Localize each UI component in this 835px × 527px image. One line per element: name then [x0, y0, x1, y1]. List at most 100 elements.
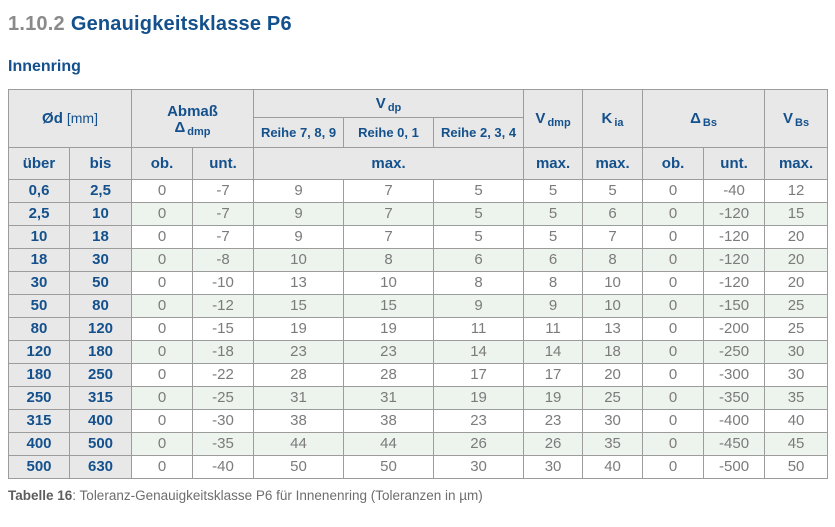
header-delta-bs: Δ Bs: [642, 89, 766, 148]
tolerance-value-cell: -12: [192, 294, 255, 318]
tolerance-value-cell: 0: [131, 386, 194, 410]
tolerance-value-cell: 44: [343, 432, 435, 456]
diameter-range-cell: 400: [8, 432, 70, 456]
tolerance-value-cell: 40: [764, 409, 829, 433]
tolerance-value-cell: -18: [192, 340, 255, 364]
tolerance-value-cell: 23: [343, 340, 435, 364]
tolerance-value-cell: -25: [192, 386, 255, 410]
tolerance-value-cell: 35: [582, 432, 644, 456]
tolerance-value-cell: 19: [253, 317, 345, 341]
tolerance-value-cell: 0: [131, 248, 194, 272]
tolerance-value-cell: 5: [523, 179, 584, 203]
tolerance-value-cell: 50: [343, 455, 435, 479]
subheader-ob-bs: ob.: [642, 147, 705, 180]
diameter-unit: [mm]: [66, 110, 98, 126]
tolerance-value-cell: 14: [433, 340, 525, 364]
header-diameter: Ød [mm]: [7, 89, 133, 148]
tolerance-value-cell: 31: [253, 386, 345, 410]
tolerance-value-cell: 30: [433, 455, 525, 479]
diameter-range-cell: 250: [68, 363, 133, 387]
tolerance-value-cell: -10: [192, 271, 255, 295]
tolerance-value-cell: 30: [523, 455, 584, 479]
tolerance-value-cell: 9: [523, 294, 584, 318]
diameter-range-cell: 120: [8, 340, 70, 364]
tolerance-value-cell: 0: [642, 363, 705, 387]
tolerance-value-cell: 5: [523, 225, 584, 249]
table-row: 80 120 0 -15 19 19 11 11 13 0 -200 25: [8, 317, 829, 341]
table-row: 0,6 2,5 0 -7 9 7 5 5 5 0 -40 12: [8, 179, 829, 203]
diameter-range-cell: 120: [68, 317, 133, 341]
table-caption: Tabelle 16: Toleranz-Genauigkeitsklasse …: [8, 487, 827, 505]
tolerance-value-cell: 7: [343, 179, 435, 203]
tolerance-value-cell: -120: [703, 225, 766, 249]
tolerance-value-cell: 18: [582, 340, 644, 364]
diameter-range-cell: 400: [68, 409, 133, 433]
header-vbs: V Bs: [764, 89, 829, 148]
tolerance-value-cell: -500: [703, 455, 766, 479]
tolerance-value-cell: 0: [131, 317, 194, 341]
tolerance-value-cell: -8: [192, 248, 255, 272]
tolerance-value-cell: 0: [131, 409, 194, 433]
tolerance-value-cell: 30: [764, 340, 829, 364]
section-number: 1.10.2: [8, 13, 65, 35]
tolerance-value-cell: -300: [703, 363, 766, 387]
tolerance-value-cell: 17: [523, 363, 584, 387]
tolerance-value-cell: 25: [764, 317, 829, 341]
tolerance-value-cell: 0: [642, 202, 705, 226]
tolerance-value-cell: 10: [582, 294, 644, 318]
tolerance-value-cell: 0: [131, 202, 194, 226]
tolerance-value-cell: 31: [343, 386, 435, 410]
tolerance-value-cell: 23: [433, 409, 525, 433]
tolerance-value-cell: 10: [582, 271, 644, 295]
tolerance-value-cell: 14: [523, 340, 584, 364]
diameter-range-cell: 315: [8, 409, 70, 433]
tolerance-value-cell: 9: [253, 179, 345, 203]
table-row: 250 315 0 -25 31 31 19 19 25 0 -350 35: [8, 386, 829, 410]
tolerance-value-cell: 20: [582, 363, 644, 387]
tolerance-value-cell: 11: [523, 317, 584, 341]
diameter-range-cell: 2,5: [8, 202, 70, 226]
tolerance-value-cell: 20: [764, 271, 829, 295]
tolerance-value-cell: 9: [433, 294, 525, 318]
table-row: 2,5 10 0 -7 9 7 5 5 6 0 -120 15: [8, 202, 829, 226]
subheader-unt: unt.: [192, 147, 255, 180]
tolerance-value-cell: 25: [582, 386, 644, 410]
tolerance-value-cell: 23: [253, 340, 345, 364]
tolerance-value-cell: 0: [131, 225, 194, 249]
tolerance-value-cell: 7: [343, 202, 435, 226]
subheader-bis: bis: [68, 147, 133, 180]
table-row: 180 250 0 -22 28 28 17 17 20 0 -300 30: [8, 363, 829, 387]
tolerance-value-cell: -120: [703, 202, 766, 226]
page-title: 1.10.2 Genauigkeitsklasse P6: [8, 12, 827, 36]
diameter-range-cell: 18: [68, 225, 133, 249]
subheader-max-vdmp: max.: [523, 147, 584, 180]
subheader-max-vbs: max.: [764, 147, 829, 180]
tolerance-value-cell: 6: [433, 248, 525, 272]
diameter-range-cell: 0,6: [8, 179, 70, 203]
tolerance-value-cell: 20: [764, 225, 829, 249]
header-reihe-789: Reihe 7, 8, 9: [253, 117, 345, 148]
tolerance-value-cell: 0: [131, 179, 194, 203]
table-row: 10 18 0 -7 9 7 5 5 7 0 -120 20: [8, 225, 829, 249]
diameter-range-cell: 30: [68, 248, 133, 272]
tolerance-value-cell: 45: [764, 432, 829, 456]
tolerance-value-cell: 17: [433, 363, 525, 387]
tolerance-value-cell: 7: [582, 225, 644, 249]
tolerance-value-cell: 6: [523, 248, 584, 272]
tolerance-value-cell: 23: [523, 409, 584, 433]
tolerance-value-cell: 19: [343, 317, 435, 341]
tolerance-value-cell: 28: [253, 363, 345, 387]
tolerance-value-cell: 0: [131, 340, 194, 364]
tolerance-value-cell: 0: [642, 409, 705, 433]
tolerance-value-cell: 15: [764, 202, 829, 226]
header-row-3: über bis ob. unt. max. max. max. ob. unt…: [8, 147, 829, 180]
tolerance-value-cell: -40: [703, 179, 766, 203]
tolerance-value-cell: -7: [192, 202, 255, 226]
diameter-symbol: Ød: [42, 110, 63, 127]
tolerance-value-cell: -120: [703, 271, 766, 295]
table-row: 50 80 0 -12 15 15 9 9 10 0 -150 25: [8, 294, 829, 318]
tolerance-value-cell: 9: [253, 225, 345, 249]
